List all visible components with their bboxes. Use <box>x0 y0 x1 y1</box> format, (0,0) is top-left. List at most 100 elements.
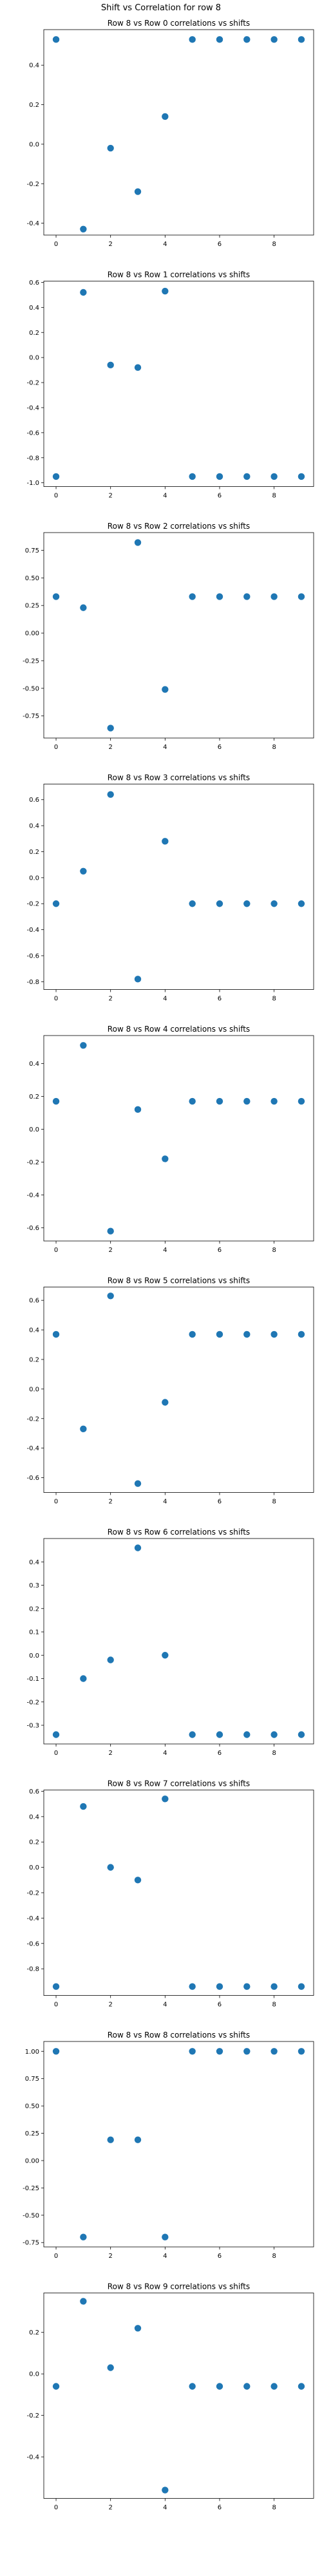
axes-frame <box>43 1035 314 1242</box>
data-point <box>80 289 87 296</box>
y-tick-label: -0.2 <box>26 901 39 908</box>
subplot-8: Row 8 vs Row 8 correlations vs shifts 0 2 4… <box>23 2031 314 2260</box>
data-point <box>80 1042 87 1049</box>
data-point <box>52 36 60 43</box>
data-point <box>52 1097 60 1105</box>
data-point <box>298 2383 305 2390</box>
y-tick-label: 0.2 <box>29 102 39 109</box>
data-point <box>216 473 223 480</box>
axes-frame <box>43 281 314 487</box>
x-tick-label: 4 <box>163 1750 167 1757</box>
data-point <box>298 1983 305 1990</box>
y-tick-label: -0.8 <box>26 1966 39 1973</box>
data-point <box>189 473 196 480</box>
x-tick-label: 4 <box>163 744 167 751</box>
y-tick-label: 0.50 <box>25 575 39 582</box>
y-tick-label: -0.50 <box>23 685 39 692</box>
x-tick-label: 0 <box>54 996 58 1003</box>
data-point <box>189 900 196 907</box>
y-tick-label: -0.2 <box>26 1159 39 1166</box>
data-point <box>270 1983 278 1990</box>
data-point <box>216 36 223 43</box>
data-point <box>243 900 251 907</box>
subplot-7: Row 8 vs Row 7 correlations vs shifts 0 2 4… <box>26 1779 314 2009</box>
data-point <box>298 36 305 43</box>
data-point <box>216 1331 223 1338</box>
x-tick-label: 8 <box>272 744 276 751</box>
y-tick-label: -0.2 <box>26 1416 39 1423</box>
x-tick-label: 2 <box>109 1499 113 1506</box>
data-point <box>107 361 114 369</box>
x-tick-label: 2 <box>109 2002 113 2009</box>
data-point <box>243 1097 251 1105</box>
data-point <box>243 2048 251 2055</box>
y-tick-label: 0.2 <box>29 1356 39 1363</box>
data-point <box>134 539 142 546</box>
y-tick-label: -0.2 <box>26 1890 39 1897</box>
y-tick-label: -0.25 <box>23 2185 39 2192</box>
data-point <box>216 1097 223 1105</box>
data-point <box>298 1331 305 1338</box>
data-point <box>189 2383 196 2390</box>
data-point <box>52 2048 60 2055</box>
y-tick-label: 0.4 <box>29 1327 39 1334</box>
data-point <box>270 2383 278 2390</box>
axes-frame <box>43 1790 314 1996</box>
axes-frame <box>43 1287 314 1493</box>
x-tick-label: 0 <box>54 744 58 751</box>
subplot-9: Row 8 vs Row 9 correlations vs shifts 0 2 4… <box>26 2282 314 2512</box>
data-point <box>107 1227 114 1235</box>
x-tick-label: 4 <box>163 2002 167 2009</box>
data-point <box>107 144 114 152</box>
y-tick-label: -0.6 <box>26 1225 39 1232</box>
data-point <box>270 1097 278 1105</box>
subplot-title: Row 8 vs Row 8 correlations vs shifts <box>108 2031 250 2040</box>
y-tick-label: -0.50 <box>23 2212 39 2219</box>
data-point <box>216 1731 223 1738</box>
y-tick-label: 0.0 <box>29 875 39 882</box>
y-tick-label: 0.2 <box>29 330 39 337</box>
x-tick-label: 4 <box>163 2253 167 2260</box>
data-point <box>216 593 223 600</box>
data-point <box>189 36 196 43</box>
y-tick-label: -0.75 <box>23 2240 39 2247</box>
y-tick-label: -1.0 <box>26 480 39 487</box>
data-point <box>270 36 278 43</box>
y-tick-label: 0.6 <box>29 1298 39 1305</box>
x-tick-label: 4 <box>163 996 167 1003</box>
y-tick-label: 0.1 <box>29 1629 39 1636</box>
y-tick-label: 0.4 <box>29 1559 39 1566</box>
data-point <box>216 2048 223 2055</box>
data-point <box>52 1983 60 1990</box>
x-tick-label: 0 <box>54 493 58 500</box>
data-point <box>52 473 60 480</box>
data-point <box>52 1331 60 1338</box>
x-tick-label: 2 <box>109 2505 113 2512</box>
data-point <box>134 188 142 195</box>
data-point <box>134 1544 142 1551</box>
data-point <box>107 2364 114 2371</box>
subplot-4: Row 8 vs Row 4 correlations vs shifts 0 2 4… <box>26 1025 314 1254</box>
data-point <box>80 1425 87 1433</box>
data-point <box>134 1106 142 1113</box>
y-tick-label: -0.4 <box>26 1445 39 1452</box>
data-point <box>270 2048 278 2055</box>
x-tick-label: 2 <box>109 493 113 500</box>
y-tick-label: -0.25 <box>23 658 39 665</box>
y-tick-label: -0.4 <box>26 2454 39 2461</box>
x-tick-label: 2 <box>109 1750 113 1757</box>
subplot-title: Row 8 vs Row 9 correlations vs shifts <box>108 2282 250 2291</box>
y-tick-label: -0.8 <box>26 979 39 986</box>
y-tick-label: 0.2 <box>29 1839 39 1846</box>
x-tick-label: 0 <box>54 1750 58 1757</box>
y-tick-label: -0.6 <box>26 1940 39 1947</box>
data-point <box>270 1731 278 1738</box>
y-tick-label: 0.2 <box>29 2329 39 2336</box>
data-point <box>80 1803 87 1810</box>
x-tick-label: 8 <box>272 1247 276 1254</box>
data-point <box>298 900 305 907</box>
y-tick-label: 0.0 <box>29 355 39 362</box>
data-point <box>52 593 60 600</box>
data-point <box>189 2048 196 2055</box>
y-tick-label: 0.2 <box>29 1094 39 1101</box>
